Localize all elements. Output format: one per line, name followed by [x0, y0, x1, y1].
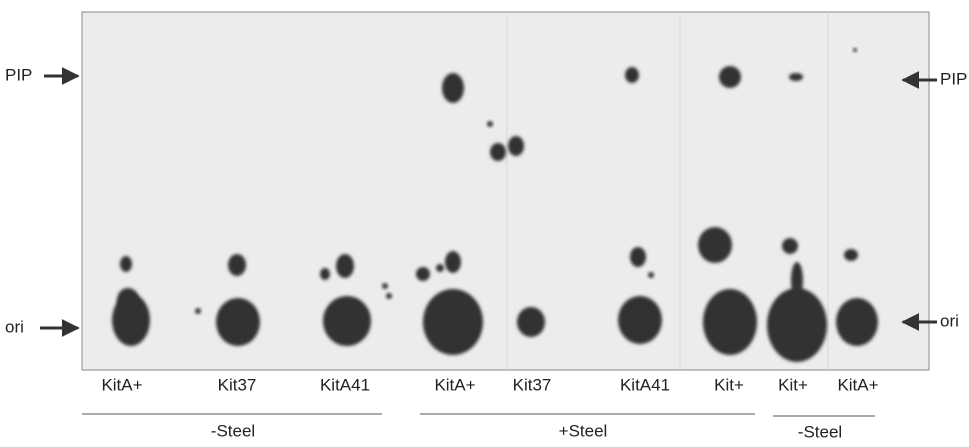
lane-label: KitA+ [837, 375, 878, 394]
left-label: PIP [5, 65, 32, 84]
lane-label: Kit+ [778, 375, 808, 394]
right-label: PIP [940, 69, 967, 88]
lane-label: KitA+ [101, 375, 142, 394]
lane-label: Kit+ [714, 375, 744, 394]
lane-label: KitA+ [434, 375, 475, 394]
group-label: -Steel [798, 422, 842, 441]
lane-label: Kit37 [218, 375, 257, 394]
lane-label: KitA41 [320, 375, 370, 394]
group-label: +Steel [559, 421, 608, 440]
right-label: ori [940, 311, 959, 330]
left-label: ori [5, 317, 24, 336]
group-label: -Steel [211, 421, 255, 440]
lane-label: KitA41 [620, 375, 670, 394]
figure: PIP ori PIP ori KitA+ Kit37 KitA41 KitA+… [0, 0, 969, 442]
lane-label: Kit37 [513, 375, 552, 394]
